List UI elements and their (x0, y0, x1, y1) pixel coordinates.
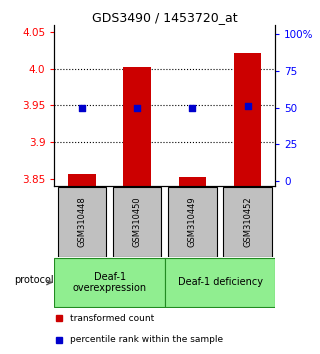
FancyBboxPatch shape (113, 187, 162, 257)
Text: GSM310448: GSM310448 (77, 196, 86, 247)
Text: percentile rank within the sample: percentile rank within the sample (70, 335, 223, 344)
Bar (68, 174, 96, 186)
Text: Deaf-1 deficiency: Deaf-1 deficiency (178, 278, 262, 287)
Bar (124, 67, 151, 186)
Point (135, 105, 140, 110)
FancyBboxPatch shape (54, 258, 165, 307)
Point (245, 103, 250, 109)
Text: GSM310452: GSM310452 (243, 196, 252, 247)
Bar (234, 53, 261, 186)
Bar (179, 177, 206, 186)
Text: transformed count: transformed count (70, 314, 154, 323)
Point (190, 105, 195, 110)
Text: GSM310449: GSM310449 (188, 196, 197, 247)
FancyBboxPatch shape (168, 187, 217, 257)
Title: GDS3490 / 1453720_at: GDS3490 / 1453720_at (92, 11, 238, 24)
Text: protocol: protocol (14, 275, 53, 285)
Point (79, 105, 84, 110)
FancyBboxPatch shape (223, 187, 272, 257)
Text: GSM310450: GSM310450 (133, 196, 142, 247)
FancyBboxPatch shape (165, 258, 275, 307)
FancyBboxPatch shape (58, 187, 106, 257)
Text: Deaf-1
overexpression: Deaf-1 overexpression (73, 272, 147, 293)
